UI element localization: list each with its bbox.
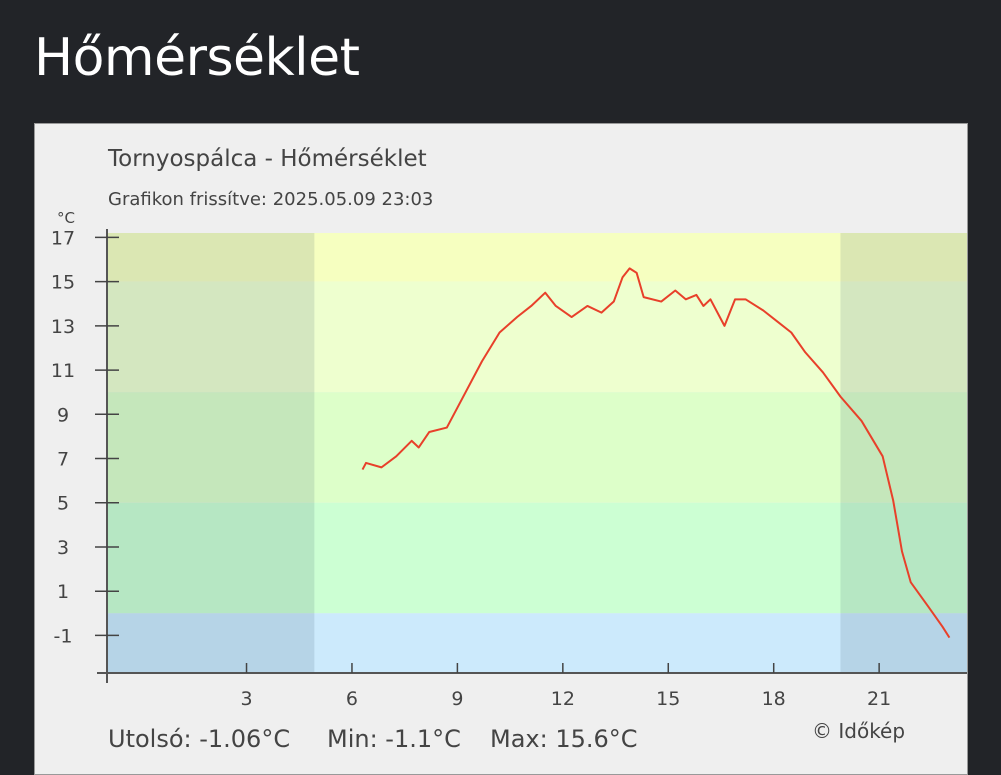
y-tick-label: 15 [51, 272, 75, 294]
y-tick-label: 3 [57, 537, 69, 559]
y-tick-label: 1 [57, 581, 69, 603]
page-title: Hőmérséklet [34, 28, 360, 88]
credit-text[interactable]: © Időkép [812, 719, 905, 743]
x-tick-label: 21 [867, 688, 891, 710]
x-tick-label: 12 [551, 688, 575, 710]
x-tick-label: 9 [451, 688, 463, 710]
x-tick-label: 18 [762, 688, 786, 710]
x-tick-label: 15 [656, 688, 680, 710]
temperature-band [107, 233, 967, 282]
y-tick-label: 17 [51, 227, 75, 249]
chart-card: Tornyospálca - Hőmérséklet Grafikon fris… [34, 123, 968, 775]
y-tick-label: 9 [57, 404, 69, 426]
y-tick-label: -1 [54, 625, 73, 647]
y-axis-unit: °C [57, 209, 75, 227]
footer-min: Min: -1.1°C [327, 725, 461, 753]
night-shading [107, 233, 315, 673]
y-tick-label: 11 [51, 360, 75, 382]
y-tick-label: 7 [57, 449, 69, 471]
temperature-chart: Tornyospálca - Hőmérséklet Grafikon fris… [51, 146, 967, 753]
x-tick-label: 6 [346, 688, 358, 710]
x-tick-label: 3 [240, 688, 252, 710]
chart-title: Tornyospálca - Hőmérséklet [107, 146, 427, 172]
temperature-band [107, 613, 967, 673]
night-shading [840, 233, 967, 673]
chart-subtitle: Grafikon frissítve: 2025.05.09 23:03 [108, 189, 433, 210]
y-tick-label: 5 [57, 493, 69, 515]
footer-max: Max: 15.6°C [490, 725, 638, 753]
temperature-band [107, 502, 967, 614]
y-tick-label: 13 [51, 316, 75, 338]
temperature-line [361, 267, 951, 639]
footer-last: Utolsó: -1.06°C [108, 725, 290, 753]
temperature-band [107, 392, 967, 503]
